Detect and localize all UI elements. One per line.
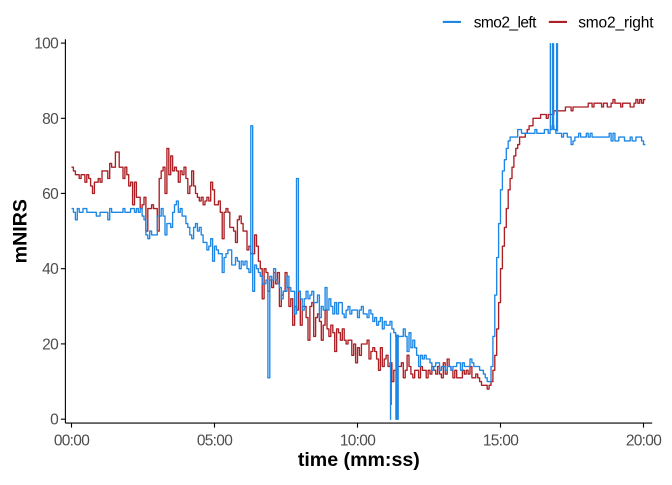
svg-text:0: 0 (50, 412, 59, 429)
svg-text:mNIRS: mNIRS (9, 199, 31, 263)
svg-text:10:00: 10:00 (340, 432, 376, 449)
svg-text:20:00: 20:00 (626, 432, 662, 449)
svg-text:time (mm:ss): time (mm:ss) (298, 449, 420, 471)
svg-text:00:00: 00:00 (54, 432, 90, 449)
svg-text:15:00: 15:00 (483, 432, 519, 449)
svg-text:100: 100 (34, 36, 59, 53)
svg-text:05:00: 05:00 (197, 432, 233, 449)
svg-text:60: 60 (42, 186, 59, 203)
svg-text:smo2_left: smo2_left (474, 15, 537, 32)
svg-text:80: 80 (42, 111, 59, 128)
svg-text:40: 40 (42, 261, 59, 278)
svg-text:20: 20 (42, 336, 59, 353)
svg-text:smo2_right: smo2_right (578, 15, 654, 32)
